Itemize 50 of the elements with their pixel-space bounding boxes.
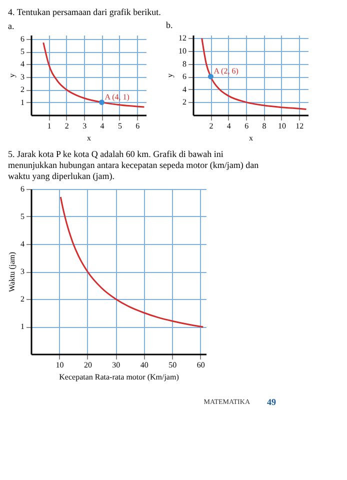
x-tick-label: 5 — [118, 122, 122, 130]
y-tick-label: 5 — [20, 47, 24, 56]
x-axis-title: x — [249, 134, 253, 142]
y-tick-label: 4 — [20, 60, 24, 69]
x-tick-label: 3 — [82, 122, 87, 130]
line-series — [42, 42, 145, 108]
x-tick-label: 1 — [47, 122, 52, 130]
y-tick-label: 5 — [20, 212, 24, 221]
x-tick-label: 50 — [168, 360, 177, 370]
x-tick-label: 10 — [278, 122, 286, 130]
y-tick-label: 2 — [20, 294, 24, 304]
x-tick-label: 2 — [209, 122, 214, 130]
x-tick-label: 20 — [84, 360, 92, 370]
y-tick-label: 4 — [182, 84, 186, 94]
x-tick-label: 40 — [140, 360, 148, 370]
y-tick-label: 3 — [20, 72, 24, 82]
y-tick-label: 1 — [20, 98, 24, 107]
x-tick-label: 2 — [64, 122, 69, 130]
y-tick-label: 6 — [20, 34, 24, 44]
text: 49 — [267, 397, 276, 407]
line-series — [60, 196, 204, 328]
y-tick-label: 8 — [182, 59, 186, 68]
x-axis-title: x — [87, 134, 91, 142]
y-axis-title: y — [8, 74, 16, 78]
y-tick-label: 6 — [20, 184, 24, 194]
chart-title: 4. Tentukan persamaan dari grafik berikut. — [8, 7, 161, 18]
y-axis-title: Waktu (jam) — [8, 252, 16, 292]
y-tick-label: 6 — [182, 72, 186, 82]
y-tick-label: 10 — [178, 46, 186, 56]
chart-subtitle: b. — [166, 20, 173, 30]
x-tick-label: 30 — [112, 360, 120, 370]
x-axis-title: Kecepatan Rata-rata motor (Km/jam) — [59, 372, 180, 382]
x-tick-label: 4 — [226, 122, 231, 130]
x-tick-label: 10 — [56, 360, 64, 370]
x-tick-label: 6 — [244, 122, 249, 130]
x-tick-label: 6 — [136, 122, 140, 130]
x-tick-label: 12 — [296, 122, 304, 130]
y-tick-label: 4 — [20, 240, 24, 248]
chart-title: 5. Jarak kota P ke kota Q adalah 60 km. Grafik di bawah ini menunjukkan hubungan antara kecepatan sepeda motor (km/jam) dan waktu yang diperlukan (jam). — [8, 149, 260, 181]
x-tick-label: 4 — [100, 122, 104, 130]
chart-subtitle: a. — [8, 20, 14, 31]
y-tick-label: 2 — [182, 98, 186, 107]
y-tick-label: 2 — [20, 85, 24, 94]
y-tick-label: 12 — [178, 34, 186, 43]
y-tick-label: 3 — [20, 267, 24, 276]
line-series — [201, 37, 307, 110]
y-tick-label: 1 — [20, 322, 24, 331]
x-tick-label: 8 — [262, 122, 266, 130]
x-tick-label: 60 — [196, 360, 205, 370]
y-axis-title: y — [166, 74, 174, 78]
